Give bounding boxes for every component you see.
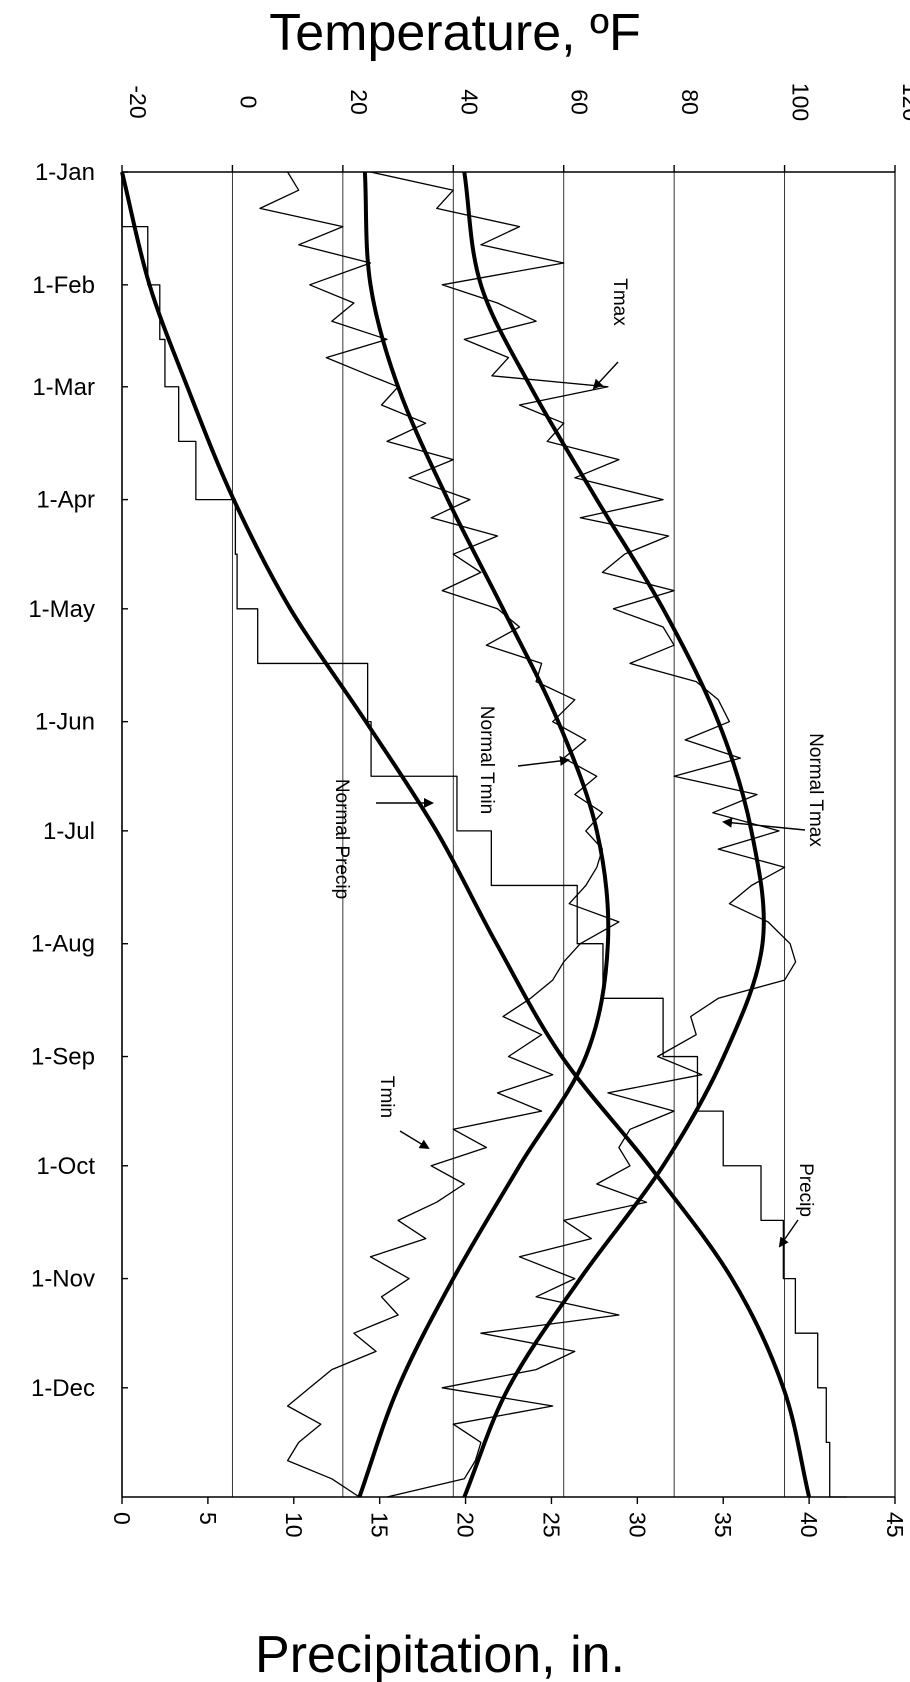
annotation-layer: Tmax Normal Tmax Normal Tmin Normal Precip T… <box>331 278 826 1248</box>
annotation-arrow-normal-tmax <box>722 817 806 831</box>
tick-label-precip-15: 15 <box>367 1512 393 1538</box>
tick-label-date-1-jan: 1-Jan <box>35 159 95 186</box>
tick-label-temp-20: 20 <box>346 89 372 115</box>
tick-label-precip-30: 30 <box>624 1512 650 1538</box>
tick-label-precip-5: 5 <box>195 1512 221 1525</box>
tick-label-temp-40: 40 <box>456 89 482 115</box>
annotation-arrow-tmax <box>592 361 619 390</box>
series-tmax <box>370 171 797 1498</box>
tick-label-date-1-apr: 1-Apr <box>36 487 95 514</box>
tick-label-temp-80: 80 <box>677 89 703 115</box>
tick-label-temp-100: 100 <box>788 83 814 121</box>
precipitation-axis-title: Precipitation, in. <box>255 1626 625 1682</box>
tick-label-date-1-oct: 1-Oct <box>36 1153 95 1180</box>
tick-label-date-1-feb: 1-Feb <box>32 272 95 299</box>
annotation-arrow-normal-tmin <box>517 755 570 767</box>
annotation-label-normal-tmax: Normal Tmax <box>805 733 826 847</box>
annotation-label-normal-tmin: Normal Tmin <box>476 706 497 814</box>
series-normal-tmin <box>357 171 611 1498</box>
series-precip <box>121 172 847 1498</box>
axes-layer <box>121 165 896 1504</box>
annotation-arrow-precip <box>778 1219 799 1248</box>
tick-label-date-1-jun: 1-Jun <box>35 709 95 736</box>
tick-label-precip-25: 25 <box>538 1512 564 1538</box>
series-normal-precip <box>120 171 812 1498</box>
tick-label-date-1-jul: 1-Jul <box>43 818 95 845</box>
grid-layer <box>231 172 786 1497</box>
tick-label-date-1-sep: 1-Sep <box>31 1044 95 1071</box>
tick-label-temp-120: 120 <box>898 83 910 121</box>
tick-label-date-1-aug: 1-Aug <box>31 931 95 958</box>
annotation-label-tmax: Tmax <box>609 278 630 326</box>
annotation-label-tmin: Tmin <box>376 1076 397 1118</box>
tick-label-date-1-mar: 1-Mar <box>32 374 95 401</box>
tick-label-temp-0: 0 <box>235 96 261 109</box>
series-tmin <box>259 171 620 1498</box>
tick-label-precip-45: 45 <box>882 1512 908 1538</box>
annotation-label-normal-precip: Normal Precip <box>331 779 352 899</box>
tick-label-temp-20: -20 <box>125 85 151 118</box>
tick-label-date-1-nov: 1-Nov <box>31 1266 95 1293</box>
tick-label-date-1-may: 1-May <box>28 596 95 623</box>
tick-label-precip-10: 10 <box>281 1512 307 1538</box>
tick-label-precip-0: 0 <box>109 1512 135 1525</box>
tick-label-date-1-dec: 1-Dec <box>31 1375 95 1402</box>
series-layer <box>120 171 847 1498</box>
labels-layer: Temperature, ºF Precipitation, in. -20 0 20 4… <box>28 4 910 1682</box>
annotation-label-precip: Precip <box>795 1163 816 1217</box>
temperature-axis-title: Temperature, ºF <box>269 4 641 62</box>
annotation-arrow-tmin <box>399 1130 430 1150</box>
tick-label-precip-20: 20 <box>453 1512 479 1538</box>
series-normal-tmax <box>462 171 766 1498</box>
tick-label-temp-60: 60 <box>567 89 593 115</box>
tick-label-precip-35: 35 <box>710 1512 736 1538</box>
tick-label-precip-40: 40 <box>796 1512 822 1538</box>
